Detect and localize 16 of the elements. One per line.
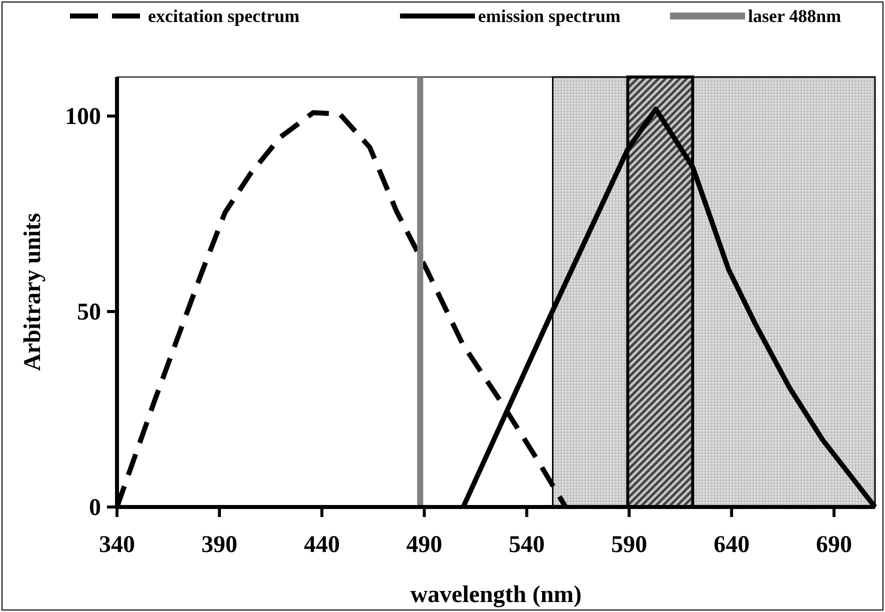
y-tick-label: 100 <box>65 104 101 130</box>
y-tick-label: 0 <box>89 495 101 521</box>
legend-label: emission spectrum <box>478 6 620 26</box>
legend-label: excitation spectrum <box>148 6 300 26</box>
x-tick-label: 690 <box>816 532 852 558</box>
y-axis-title: Arbitrary units <box>20 213 46 371</box>
x-tick-label: 540 <box>508 532 545 558</box>
x-tick-label: 440 <box>304 532 340 558</box>
x-tick-label: 390 <box>201 532 238 558</box>
legend-label: laser 488nm <box>748 6 842 26</box>
x-tick-label: 590 <box>611 532 648 558</box>
x-tick-label: 640 <box>714 532 750 558</box>
x-tick-label: 340 <box>99 532 135 558</box>
x-tick-label: 490 <box>406 532 442 558</box>
x-axis-title: wavelength (nm) <box>410 582 582 608</box>
y-tick-label: 50 <box>77 300 101 326</box>
